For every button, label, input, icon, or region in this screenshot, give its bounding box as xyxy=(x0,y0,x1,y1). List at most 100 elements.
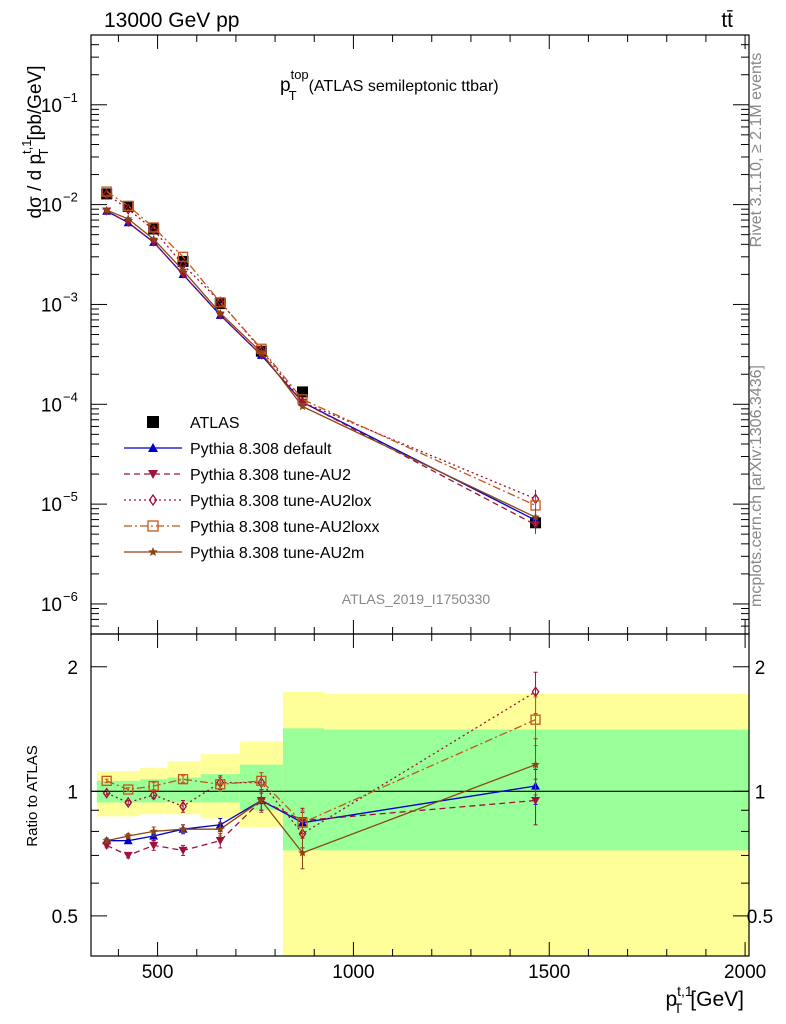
x-tick-label: 1000 xyxy=(332,962,374,983)
ratio-point-1 xyxy=(531,796,541,806)
mcplots-label: mcplots.cern.ch [arXiv:1306.3436] xyxy=(748,365,765,607)
ratio-point-2 xyxy=(124,796,133,809)
plot-title: ptop T(ATLAS semileptonic ttbar) xyxy=(280,67,499,103)
ratio-series-line-2 xyxy=(106,691,536,835)
main-y-tick-exponent: −4 xyxy=(63,389,78,404)
ratio-series-line-4 xyxy=(106,764,536,854)
ratio-point-4 xyxy=(216,824,225,833)
header-left: 13000 GeV pp xyxy=(104,9,239,32)
ratio-point-2 xyxy=(531,686,540,698)
ratio-point-4 xyxy=(123,831,133,840)
x-tick-label: 2000 xyxy=(724,962,766,983)
x-tick-label: 1500 xyxy=(528,962,570,983)
ratio-point-3 xyxy=(297,817,308,828)
main-point-4 xyxy=(123,200,134,212)
main-y-tick-label: 10 xyxy=(41,96,62,117)
legend-marker-1 xyxy=(148,443,158,452)
ratio-series-line-1 xyxy=(106,799,536,857)
legend-marker-2 xyxy=(148,470,158,479)
main-series-layer xyxy=(101,186,542,534)
main-panel: 10−610−510−410−310−210−1 xyxy=(41,34,750,635)
legend-marker-4 xyxy=(147,520,159,532)
ratio-series-line-0 xyxy=(106,785,536,842)
ratio-y-tick-label-right: 2 xyxy=(755,658,766,679)
main-point-4 xyxy=(101,186,112,197)
main-point-0 xyxy=(214,298,226,310)
main-point-5 xyxy=(257,348,266,357)
main-point-5 xyxy=(178,265,188,274)
main-y-tick-label: 10 xyxy=(41,196,62,217)
ratio-point-3 xyxy=(177,774,189,785)
legend-label-1: Pythia 8.308 default xyxy=(190,441,332,458)
main-series-line-4 xyxy=(106,191,536,506)
ratio-frame xyxy=(90,633,750,957)
main-point-5 xyxy=(298,402,307,411)
ratio-point-4 xyxy=(257,796,266,805)
ratio-y-tick-label: 0.5 xyxy=(52,907,78,928)
ratio-point-1 xyxy=(123,851,133,860)
ratio-point-4 xyxy=(102,836,111,845)
legend-label-5: Pythia 8.308 tune-AU2m xyxy=(190,545,364,562)
legend-label-3: Pythia 8.308 tune-AU2lox xyxy=(190,493,371,510)
analysis-id: ATLAS_2019_I1750330 xyxy=(342,591,491,607)
main-point-0 xyxy=(122,200,134,212)
main-axis-ticks xyxy=(91,34,749,635)
main-y-tick-label: 10 xyxy=(41,495,62,516)
ratio-point-1 xyxy=(149,841,159,850)
main-series-line-3 xyxy=(106,193,536,500)
legend-label-0: ATLAS xyxy=(190,415,240,432)
ratio-y-tick-label-right: 1 xyxy=(755,782,766,803)
legend-marker-3 xyxy=(148,493,158,507)
ratio-point-3 xyxy=(256,775,267,787)
main-y-tick-label: 10 xyxy=(41,395,62,416)
main-point-0 xyxy=(148,223,160,235)
ratio-point-4 xyxy=(149,826,158,836)
main-point-0 xyxy=(297,386,308,398)
ratio-point-4 xyxy=(531,760,540,769)
main-point-4 xyxy=(177,251,189,262)
header-right: tt̄ xyxy=(721,9,733,32)
ratio-tick-labels: 0.5 0.5 1 1 2 2 500 1000 1500 2000 xyxy=(52,658,774,983)
ratio-point-3 xyxy=(148,780,159,792)
ratio-point-4 xyxy=(298,848,307,857)
main-point-4 xyxy=(215,297,226,308)
ratio-series-layer xyxy=(101,671,541,870)
main-point-5 xyxy=(149,234,158,243)
ratio-point-3 xyxy=(123,784,134,795)
main-y-tick-exponent: −1 xyxy=(63,90,78,105)
ratio-y-tick-label: 2 xyxy=(67,658,78,679)
main-point-2 xyxy=(215,311,225,320)
legend-label-2: Pythia 8.308 tune-AU2 xyxy=(190,467,351,484)
main-point-5 xyxy=(102,205,111,214)
main-y-tick-exponent: −2 xyxy=(63,190,78,205)
main-y-tick-exponent: −5 xyxy=(63,489,78,504)
ratio-y-tick-label: 1 xyxy=(67,782,78,803)
ratio-axis-ticks xyxy=(91,634,749,957)
legend: ATLAS Pythia 8.308 default Pythia 8.308 tu… xyxy=(124,415,379,562)
ratio-point-2 xyxy=(179,800,187,812)
legend-marker-0 xyxy=(147,416,159,428)
main-y-tick-exponent: −3 xyxy=(63,289,78,304)
main-y-tick-exponent: −6 xyxy=(63,589,78,604)
main-point-3 xyxy=(149,224,158,236)
main-y-tick-label: 10 xyxy=(41,595,62,616)
ratio-y-label: Ratio to ATLAS xyxy=(24,745,41,846)
main-y-label: dσ / d pt,1 T[pb/GeV] xyxy=(19,66,51,219)
ratio-green-band xyxy=(324,729,749,851)
main-series-line-5 xyxy=(106,209,536,518)
x-tick-label: 500 xyxy=(142,962,174,983)
main-y-tick-label: 10 xyxy=(41,295,62,316)
main-point-5 xyxy=(216,308,225,317)
ratio-uncertainty-bands xyxy=(91,691,749,956)
main-point-5 xyxy=(123,214,133,223)
main-point-5 xyxy=(531,512,540,521)
ratio-point-1 xyxy=(215,837,225,846)
ratio-green-band xyxy=(282,728,325,851)
x-axis-label: pt,1 T [GeV] xyxy=(665,983,744,1016)
legend-label-4: Pythia 8.308 tune-AU2loxx xyxy=(190,519,379,536)
ratio-point-3 xyxy=(215,779,226,790)
ratio-point-3 xyxy=(101,775,112,787)
main-point-4 xyxy=(148,222,159,233)
ratio-point-0 xyxy=(123,836,133,845)
